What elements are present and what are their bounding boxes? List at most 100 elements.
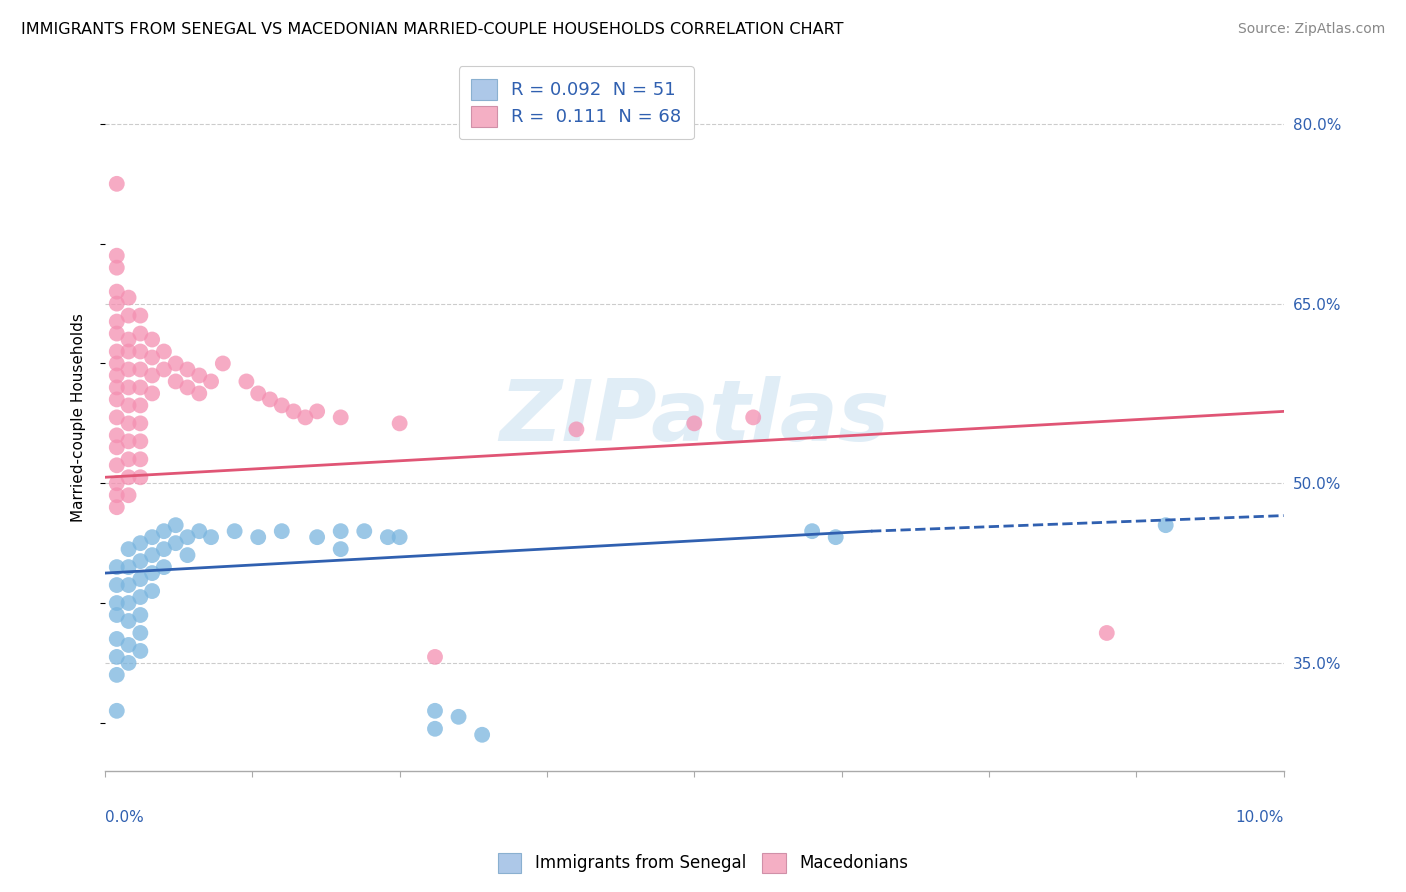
Point [105, 607, 128, 622]
Point [141, 351, 163, 365]
Point [105, 285, 128, 299]
Point [129, 344, 152, 359]
Point [471, 728, 494, 742]
Point [176, 362, 198, 376]
Point [129, 590, 152, 604]
Point [129, 572, 152, 586]
Point [105, 560, 128, 574]
Legend: R = 0.092  N = 51, R =  0.111  N = 68: R = 0.092 N = 51, R = 0.111 N = 68 [458, 66, 695, 139]
Text: Source: ZipAtlas.com: Source: ZipAtlas.com [1237, 22, 1385, 37]
Point [129, 470, 152, 484]
Point [105, 344, 128, 359]
Point [129, 607, 152, 622]
Y-axis label: Married-couple Households: Married-couple Households [72, 313, 86, 522]
Point [565, 422, 588, 436]
Point [247, 530, 270, 544]
Point [259, 392, 281, 407]
Point [211, 356, 233, 370]
Point [105, 410, 128, 425]
Point [165, 536, 187, 550]
Point [105, 368, 128, 383]
Point [117, 614, 139, 628]
Point [117, 542, 139, 557]
Point [117, 309, 139, 323]
Point [105, 704, 128, 718]
Point [153, 524, 176, 538]
Point [307, 530, 329, 544]
Point [1154, 518, 1177, 533]
Point [165, 375, 187, 389]
Point [105, 249, 128, 263]
Point [129, 452, 152, 467]
Point [153, 542, 176, 557]
Point [117, 398, 139, 412]
Point [129, 536, 152, 550]
Point [117, 362, 139, 376]
Point [235, 375, 257, 389]
Point [377, 530, 399, 544]
Point [105, 392, 128, 407]
Point [153, 560, 176, 574]
Text: 0.0%: 0.0% [105, 810, 143, 824]
Point [165, 518, 187, 533]
Point [105, 356, 128, 370]
Point [176, 380, 198, 394]
Point [141, 566, 163, 580]
Point [105, 440, 128, 454]
Point [105, 314, 128, 328]
Point [176, 548, 198, 562]
Point [153, 362, 176, 376]
Point [141, 584, 163, 599]
Legend: Immigrants from Senegal, Macedonians: Immigrants from Senegal, Macedonians [491, 847, 915, 880]
Point [423, 704, 446, 718]
Point [129, 380, 152, 394]
Point [129, 417, 152, 431]
Point [270, 398, 292, 412]
Point [117, 291, 139, 305]
Point [283, 404, 305, 418]
Point [141, 333, 163, 347]
Point [105, 260, 128, 275]
Point [105, 296, 128, 310]
Point [129, 434, 152, 449]
Point [105, 428, 128, 442]
Point [117, 560, 139, 574]
Text: IMMIGRANTS FROM SENEGAL VS MACEDONIAN MARRIED-COUPLE HOUSEHOLDS CORRELATION CHAR: IMMIGRANTS FROM SENEGAL VS MACEDONIAN MA… [21, 22, 844, 37]
Point [801, 524, 824, 538]
Point [105, 177, 128, 191]
Point [141, 548, 163, 562]
Point [105, 596, 128, 610]
Point [117, 344, 139, 359]
Point [188, 524, 211, 538]
Point [141, 386, 163, 401]
Point [200, 530, 222, 544]
Point [117, 417, 139, 431]
Point [141, 530, 163, 544]
Point [824, 530, 846, 544]
Point [353, 524, 375, 538]
Point [117, 578, 139, 592]
Point [117, 638, 139, 652]
Text: ZIPatlas: ZIPatlas [499, 376, 890, 458]
Point [141, 368, 163, 383]
Point [423, 649, 446, 664]
Point [388, 530, 411, 544]
Point [105, 578, 128, 592]
Point [307, 404, 329, 418]
Point [129, 398, 152, 412]
Point [200, 375, 222, 389]
Point [117, 434, 139, 449]
Point [247, 386, 270, 401]
Point [129, 326, 152, 341]
Point [129, 644, 152, 658]
Point [105, 668, 128, 682]
Point [176, 530, 198, 544]
Point [105, 380, 128, 394]
Point [117, 380, 139, 394]
Point [105, 326, 128, 341]
Point [165, 356, 187, 370]
Point [153, 344, 176, 359]
Point [105, 458, 128, 473]
Point [294, 410, 316, 425]
Point [129, 309, 152, 323]
